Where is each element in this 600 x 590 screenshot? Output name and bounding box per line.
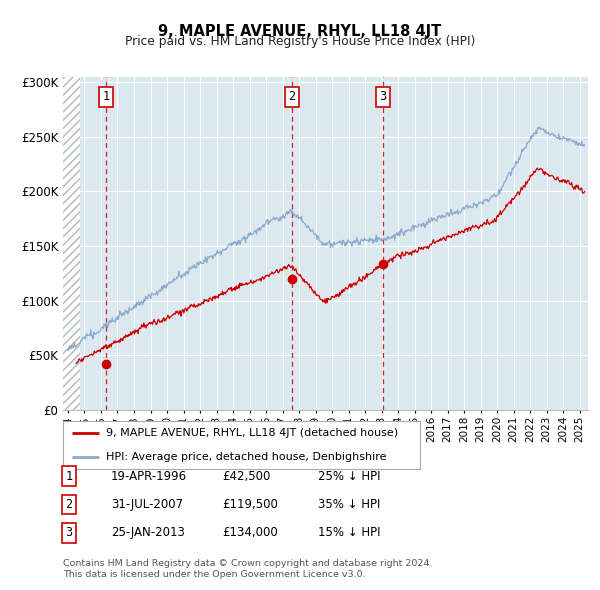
Text: 19-APR-1996: 19-APR-1996 bbox=[111, 470, 187, 483]
Text: Contains HM Land Registry data © Crown copyright and database right 2024.: Contains HM Land Registry data © Crown c… bbox=[63, 559, 433, 568]
Text: £42,500: £42,500 bbox=[222, 470, 271, 483]
Text: 25% ↓ HPI: 25% ↓ HPI bbox=[318, 470, 380, 483]
Text: 2: 2 bbox=[289, 90, 296, 103]
Text: 25-JAN-2013: 25-JAN-2013 bbox=[111, 526, 185, 539]
Text: 9, MAPLE AVENUE, RHYL, LL18 4JT (detached house): 9, MAPLE AVENUE, RHYL, LL18 4JT (detache… bbox=[106, 428, 398, 438]
Text: 31-JUL-2007: 31-JUL-2007 bbox=[111, 498, 183, 511]
Text: £119,500: £119,500 bbox=[222, 498, 278, 511]
Text: 3: 3 bbox=[65, 526, 73, 539]
Text: 15% ↓ HPI: 15% ↓ HPI bbox=[318, 526, 380, 539]
Text: HPI: Average price, detached house, Denbighshire: HPI: Average price, detached house, Denb… bbox=[106, 452, 386, 462]
Text: This data is licensed under the Open Government Licence v3.0.: This data is licensed under the Open Gov… bbox=[63, 571, 365, 579]
Text: Price paid vs. HM Land Registry's House Price Index (HPI): Price paid vs. HM Land Registry's House … bbox=[125, 35, 475, 48]
Text: £134,000: £134,000 bbox=[222, 526, 278, 539]
Text: 2: 2 bbox=[65, 498, 73, 511]
Text: 9, MAPLE AVENUE, RHYL, LL18 4JT: 9, MAPLE AVENUE, RHYL, LL18 4JT bbox=[158, 24, 442, 38]
Text: 1: 1 bbox=[103, 90, 109, 103]
Text: 35% ↓ HPI: 35% ↓ HPI bbox=[318, 498, 380, 511]
Bar bbox=[63, 77, 80, 410]
Text: 3: 3 bbox=[379, 90, 386, 103]
Text: 1: 1 bbox=[65, 470, 73, 483]
